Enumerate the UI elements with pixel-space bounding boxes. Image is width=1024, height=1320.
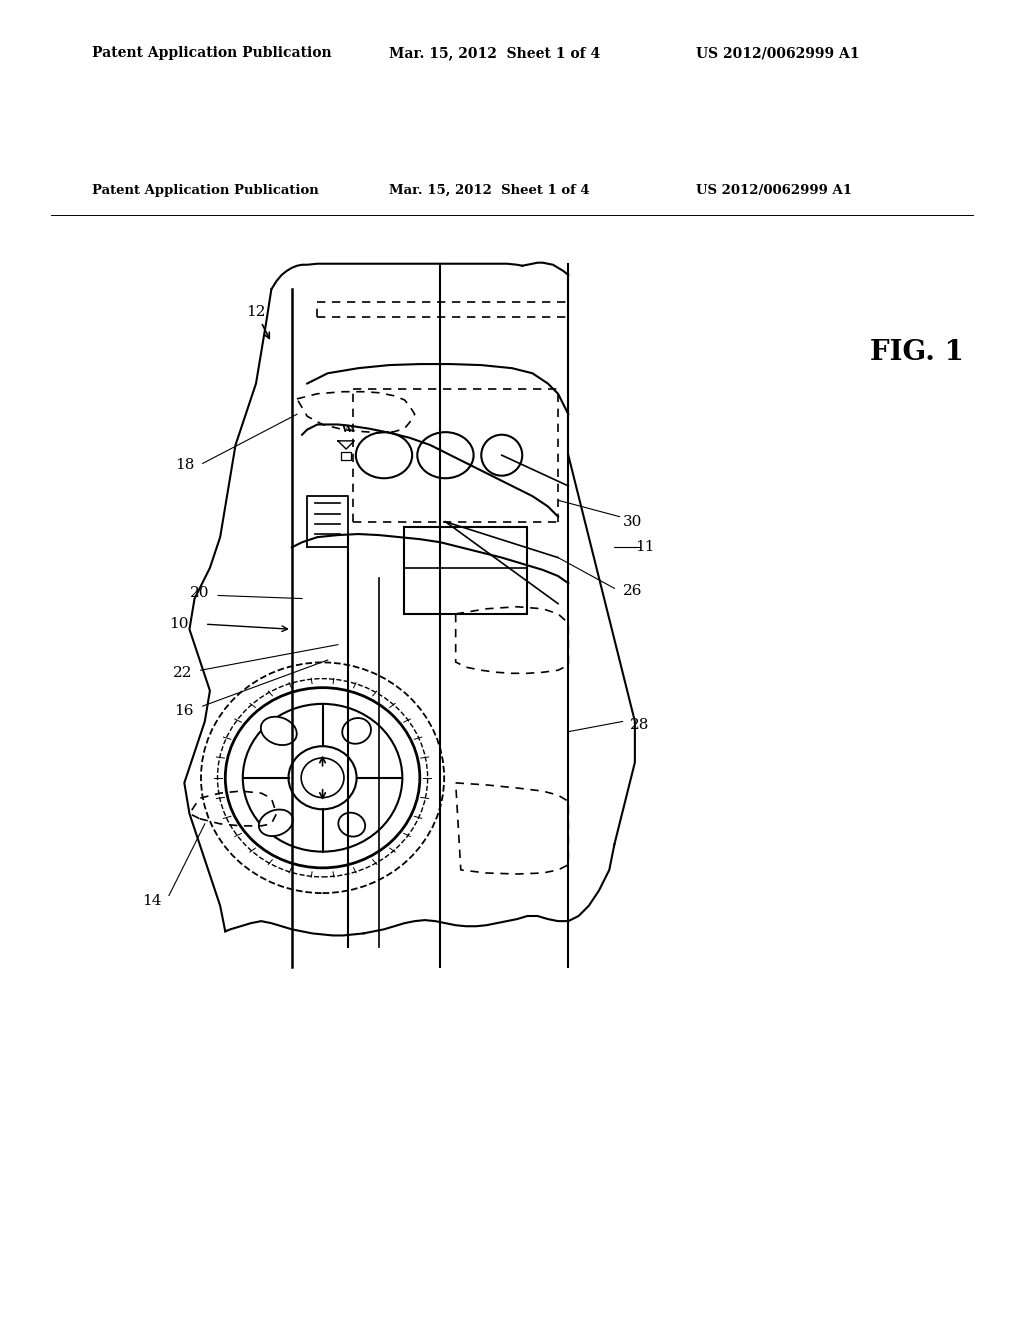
Ellipse shape — [261, 717, 297, 744]
Ellipse shape — [301, 758, 344, 797]
Text: 10: 10 — [169, 618, 189, 631]
Text: Patent Application Publication: Patent Application Publication — [92, 46, 332, 61]
Text: FIG. 1: FIG. 1 — [870, 339, 965, 366]
Text: 20: 20 — [189, 586, 210, 601]
Text: US 2012/0062999 A1: US 2012/0062999 A1 — [696, 183, 852, 197]
Ellipse shape — [342, 718, 371, 743]
Text: 14: 14 — [141, 894, 162, 908]
Text: 16: 16 — [174, 704, 195, 718]
FancyBboxPatch shape — [404, 527, 527, 614]
Ellipse shape — [259, 809, 293, 836]
Text: Mar. 15, 2012  Sheet 1 of 4: Mar. 15, 2012 Sheet 1 of 4 — [389, 183, 590, 197]
Text: 28: 28 — [631, 718, 649, 731]
Text: 26: 26 — [623, 585, 643, 598]
Text: W: W — [341, 425, 351, 434]
Text: 18: 18 — [175, 458, 194, 473]
Text: 11: 11 — [635, 540, 655, 554]
Text: US 2012/0062999 A1: US 2012/0062999 A1 — [696, 46, 860, 61]
Text: 22: 22 — [172, 667, 193, 680]
Text: Patent Application Publication: Patent Application Publication — [92, 183, 318, 197]
Text: 30: 30 — [624, 515, 642, 529]
Ellipse shape — [338, 813, 366, 837]
Text: 12: 12 — [246, 305, 266, 319]
Text: Mar. 15, 2012  Sheet 1 of 4: Mar. 15, 2012 Sheet 1 of 4 — [389, 46, 600, 61]
